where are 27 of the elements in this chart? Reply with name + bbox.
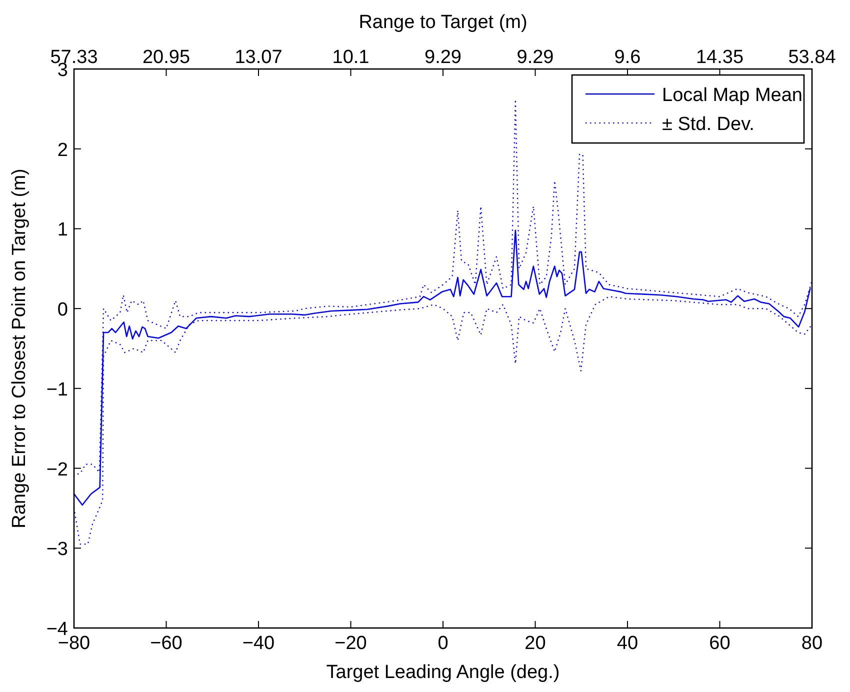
- y-tick-label: −2: [46, 459, 68, 480]
- text: 13.07: [234, 47, 282, 68]
- x-tick-label: 60: [709, 633, 730, 654]
- y-axis-title: Range Error to Closest Point on Target (m): [9, 168, 30, 528]
- text: 9.29: [424, 47, 462, 68]
- legend-label: Local Map Mean: [662, 85, 802, 106]
- text: 14.35: [696, 47, 744, 68]
- x-tick-label: −20: [334, 633, 367, 654]
- x-tick-label: −60: [150, 633, 182, 654]
- text: 10.1: [332, 47, 370, 68]
- x-tick-label: 20: [524, 633, 546, 654]
- text: 9.29: [516, 47, 554, 68]
- legend-label: ± Std. Dev.: [662, 114, 754, 135]
- y-tick-label: −1: [46, 379, 68, 400]
- x-tick-label: −40: [242, 633, 275, 654]
- text: 53.84: [788, 47, 836, 68]
- x-tick-label: 40: [616, 633, 638, 654]
- x-tick-label: 80: [801, 633, 823, 654]
- y-tick-label: −3: [46, 539, 68, 560]
- text: 20.95: [142, 47, 190, 68]
- text: 9.6: [614, 47, 641, 68]
- y-tick-label: 2: [57, 140, 68, 161]
- x2-axis-title: Range to Target (m): [358, 12, 528, 33]
- y-tick-label: 0: [57, 300, 68, 321]
- x-tick-label: 0: [438, 633, 448, 654]
- x-axis-title: Target Leading Angle (deg.): [326, 662, 560, 683]
- y-tick-label: 1: [57, 220, 68, 241]
